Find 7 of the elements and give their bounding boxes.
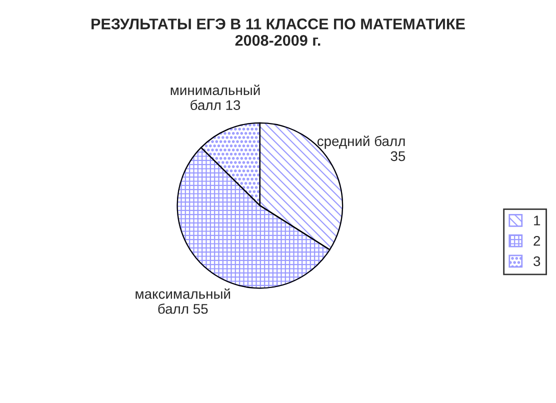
legend-label: 3	[534, 256, 540, 266]
legend-label: 2	[534, 236, 540, 246]
data-label: минимальный балл 13	[170, 84, 260, 110]
chart-title: РЕЗУЛЬТАТЫ ЕГЭ В 11 КЛАССЕ ПО МАТЕМАТИКЕ 2008-2009 г.	[92, 18, 465, 46]
legend-label: 1	[534, 216, 540, 226]
data-label: максимальный балл 55	[136, 288, 230, 314]
data-label: средний балл 35	[317, 136, 406, 162]
